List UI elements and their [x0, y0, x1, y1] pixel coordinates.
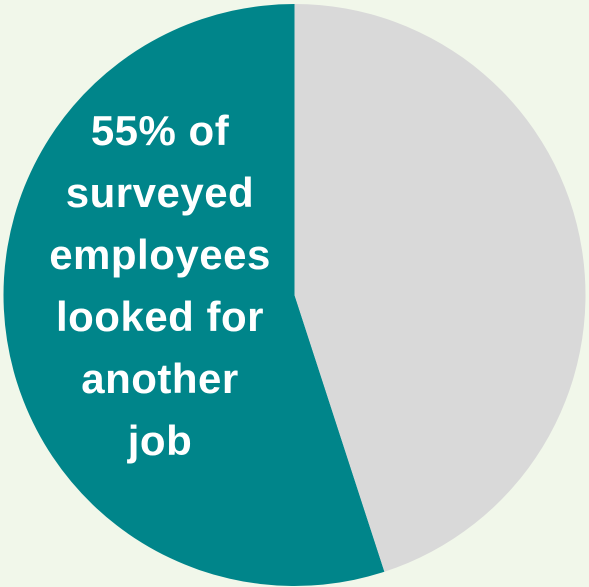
annotation-line-2: surveyed	[65, 169, 255, 216]
annotation-line-4: looked for	[55, 293, 264, 340]
pie-slice-2	[294, 4, 586, 572]
annotation-line-6: job	[127, 417, 193, 464]
annotation-line-5: another	[81, 355, 239, 402]
annotation-line-3: employees	[49, 231, 271, 278]
annotation-line-1: 55% of	[90, 107, 230, 154]
slice-annotation: 55% of surveyed employees looked for ano…	[40, 100, 280, 472]
pie-slice-1	[3, 4, 385, 586]
